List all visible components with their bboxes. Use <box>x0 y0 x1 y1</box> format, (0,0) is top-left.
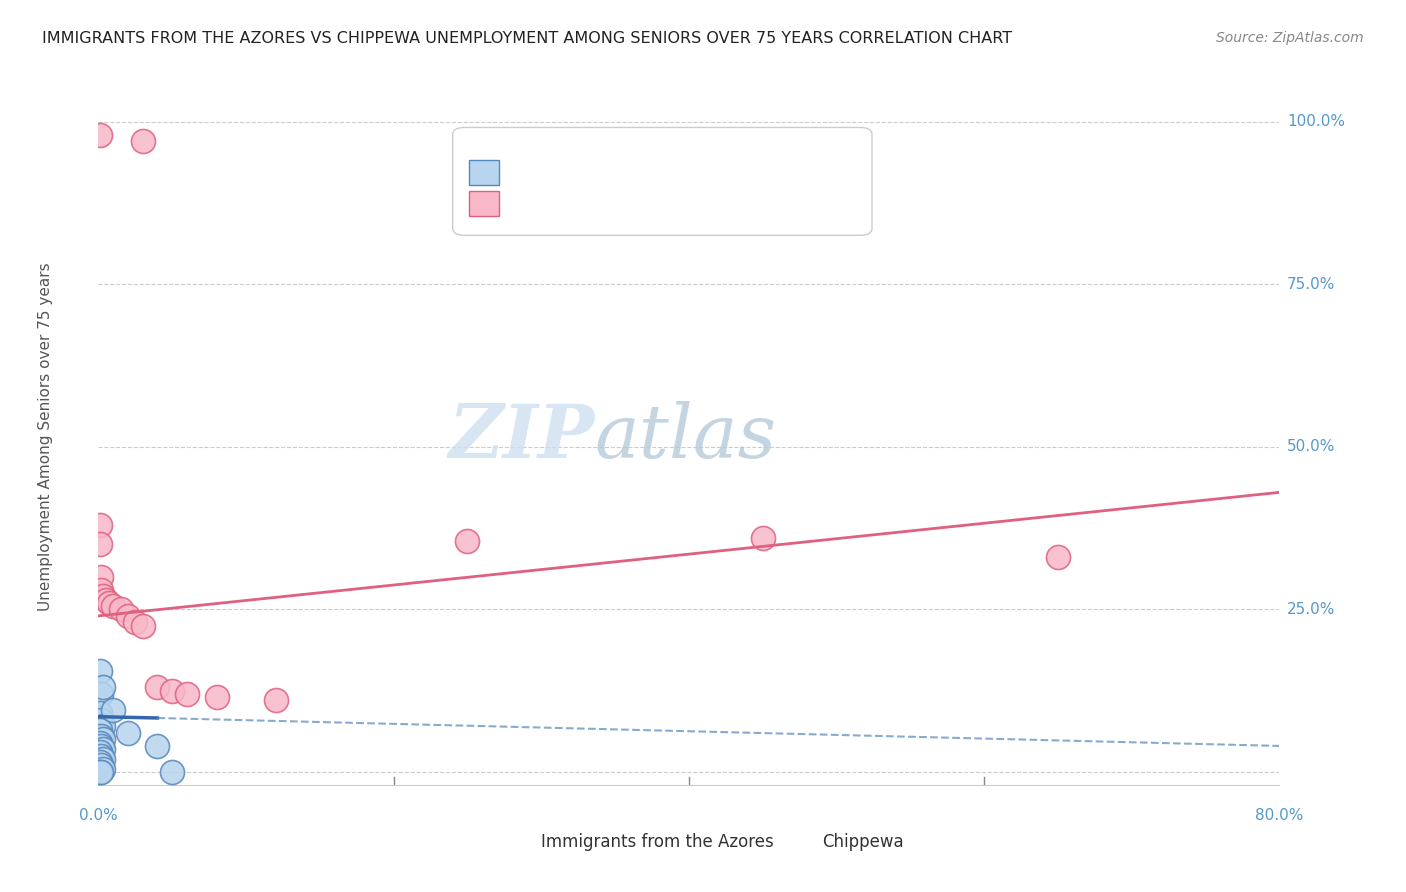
Point <box>90 758 112 772</box>
Point <box>91 590 114 604</box>
Point <box>89 755 111 769</box>
Point <box>146 739 169 753</box>
Text: R =  0.118: R = 0.118 <box>508 194 609 211</box>
Point <box>90 739 112 753</box>
Point <box>91 732 114 747</box>
Point <box>89 537 111 551</box>
Text: Immigrants from the Azores: Immigrants from the Azores <box>541 833 775 851</box>
Point <box>264 693 287 707</box>
Point <box>162 764 183 779</box>
Point <box>97 596 120 610</box>
Point <box>91 752 114 766</box>
Point <box>117 608 139 623</box>
Text: 75.0%: 75.0% <box>1286 277 1336 292</box>
Point <box>457 534 479 549</box>
Point <box>752 531 775 545</box>
FancyBboxPatch shape <box>470 191 499 216</box>
Point <box>1046 550 1070 565</box>
Point <box>90 748 112 763</box>
Point <box>91 742 114 756</box>
Point <box>90 764 112 779</box>
Text: ZIP: ZIP <box>449 401 595 474</box>
Point <box>90 687 112 701</box>
Point <box>91 719 114 733</box>
Point <box>103 703 125 717</box>
Text: Chippewa: Chippewa <box>823 833 904 851</box>
Point <box>89 706 111 721</box>
Text: 50.0%: 50.0% <box>1286 440 1336 454</box>
FancyBboxPatch shape <box>453 128 872 235</box>
Point <box>124 615 146 630</box>
Text: Unemployment Among Seniors over 75 years: Unemployment Among Seniors over 75 years <box>38 263 53 611</box>
Point <box>89 128 111 142</box>
Point <box>89 764 111 779</box>
Text: N = 24: N = 24 <box>678 162 737 180</box>
Point <box>132 618 155 632</box>
Point <box>90 582 112 597</box>
Point <box>117 726 139 740</box>
Point <box>89 746 111 760</box>
Text: 100.0%: 100.0% <box>1286 114 1346 129</box>
Point <box>90 713 112 727</box>
Point <box>110 602 132 616</box>
Point <box>205 690 228 705</box>
Point <box>91 762 114 776</box>
Point <box>162 683 183 698</box>
Point <box>103 599 125 614</box>
FancyBboxPatch shape <box>470 161 499 186</box>
Text: atlas: atlas <box>595 401 776 474</box>
Text: R = -0.043: R = -0.043 <box>508 162 609 180</box>
Point <box>94 592 117 607</box>
Point <box>90 729 112 743</box>
Point <box>89 723 111 737</box>
Point <box>90 570 112 584</box>
Point <box>132 134 155 148</box>
Text: 0.0%: 0.0% <box>79 808 118 822</box>
Point <box>91 681 114 695</box>
Text: IMMIGRANTS FROM THE AZORES VS CHIPPEWA UNEMPLOYMENT AMONG SENIORS OVER 75 YEARS : IMMIGRANTS FROM THE AZORES VS CHIPPEWA U… <box>42 31 1012 46</box>
FancyBboxPatch shape <box>787 835 817 853</box>
Text: Source: ZipAtlas.com: Source: ZipAtlas.com <box>1216 31 1364 45</box>
Point <box>146 681 169 695</box>
Point <box>89 664 111 678</box>
Text: N = 22: N = 22 <box>678 194 737 211</box>
Point <box>89 736 111 750</box>
Point <box>176 687 198 701</box>
Text: 80.0%: 80.0% <box>1256 808 1303 822</box>
FancyBboxPatch shape <box>506 835 536 853</box>
Point <box>89 517 111 532</box>
Text: 25.0%: 25.0% <box>1286 602 1336 617</box>
